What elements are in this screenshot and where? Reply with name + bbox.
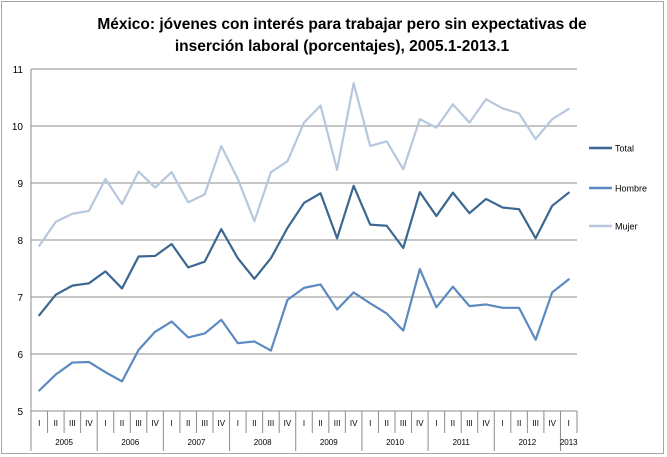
x-year-label-2006: 2006: [121, 438, 139, 447]
legend-label-hombre: Hombre: [615, 184, 647, 194]
x-quarter-label: IV: [482, 419, 490, 428]
x-axis-ticks: I II III IV I II III IV I II III IV I II III IV I II III IV…: [30, 411, 578, 451]
x-year-label-2012: 2012: [518, 438, 536, 447]
x-quarter-label: I: [38, 419, 40, 428]
x-quarter-label: III: [135, 419, 142, 428]
x-quarter-label: III: [201, 419, 208, 428]
x-quarter-label: II: [451, 419, 455, 428]
chart-title-line-1: México: jóvenes con interés para trabaja…: [97, 16, 587, 33]
x-quarter-label: II: [120, 419, 124, 428]
chart-title-line-2: inserción laboral (porcentajes), 2005.1-…: [174, 38, 510, 55]
x-quarter-label: II: [318, 419, 322, 428]
chart-title: México: jóvenes con interés para trabaja…: [22, 14, 662, 58]
y-tick-label-10: 10: [12, 122, 24, 133]
x-year-label-2009: 2009: [320, 438, 338, 447]
x-quarter-label: III: [268, 419, 275, 428]
x-quarter-label: III: [532, 419, 539, 428]
x-quarter-label: I: [171, 419, 173, 428]
legend: Total Hombre Mujer: [589, 144, 647, 232]
x-quarter-label: I: [435, 419, 437, 428]
x-quarter-label: I: [237, 419, 239, 428]
x-quarter-label: IV: [85, 419, 93, 428]
y-axis-ticks: 5 6 7 8 9 10 11: [12, 65, 24, 418]
x-quarter-label: IV: [151, 419, 159, 428]
x-quarter-label: I: [568, 419, 570, 428]
x-quarter-label: III: [334, 419, 341, 428]
legend-label-mujer: Mujer: [615, 222, 638, 232]
x-year-label-2013: 2013: [560, 438, 578, 447]
x-quarter-label: IV: [548, 419, 556, 428]
x-quarter-label: II: [186, 419, 190, 428]
x-quarter-label: IV: [217, 419, 225, 428]
x-year-label-2010: 2010: [386, 438, 404, 447]
x-quarter-label: III: [69, 419, 76, 428]
y-tick-label-11: 11: [13, 65, 24, 76]
axes: [30, 69, 577, 412]
x-quarter-label: I: [104, 419, 106, 428]
y-tick-label-6: 6: [17, 350, 23, 361]
series-line-hombre: [38, 267, 570, 392]
x-quarter-label: II: [385, 419, 389, 428]
x-year-label-2011: 2011: [453, 438, 471, 447]
gridlines: [31, 68, 577, 355]
series-line-total: [38, 184, 570, 317]
series-lines: [38, 82, 570, 392]
x-quarter-label: II: [517, 419, 521, 428]
x-year-label-2007: 2007: [188, 438, 206, 447]
series-line-mujer: [38, 82, 570, 247]
x-year-label-2005: 2005: [55, 438, 73, 447]
x-quarter-label: IV: [350, 419, 358, 428]
y-tick-label-7: 7: [17, 293, 23, 304]
x-quarter-label: IV: [416, 419, 424, 428]
x-year-label-2008: 2008: [254, 438, 272, 447]
x-quarter-label: I: [501, 419, 503, 428]
x-quarter-label: IV: [284, 419, 292, 428]
x-quarter-label: II: [252, 419, 256, 428]
x-quarter-label: II: [54, 419, 58, 428]
x-quarter-label: I: [369, 419, 371, 428]
x-quarter-label: III: [466, 419, 473, 428]
y-tick-label-5: 5: [17, 407, 23, 418]
legend-label-total: Total: [615, 144, 634, 154]
x-quarter-label: I: [303, 419, 305, 428]
x-quarter-label: III: [400, 419, 407, 428]
y-tick-label-8: 8: [17, 236, 23, 247]
y-tick-label-9: 9: [17, 179, 23, 190]
